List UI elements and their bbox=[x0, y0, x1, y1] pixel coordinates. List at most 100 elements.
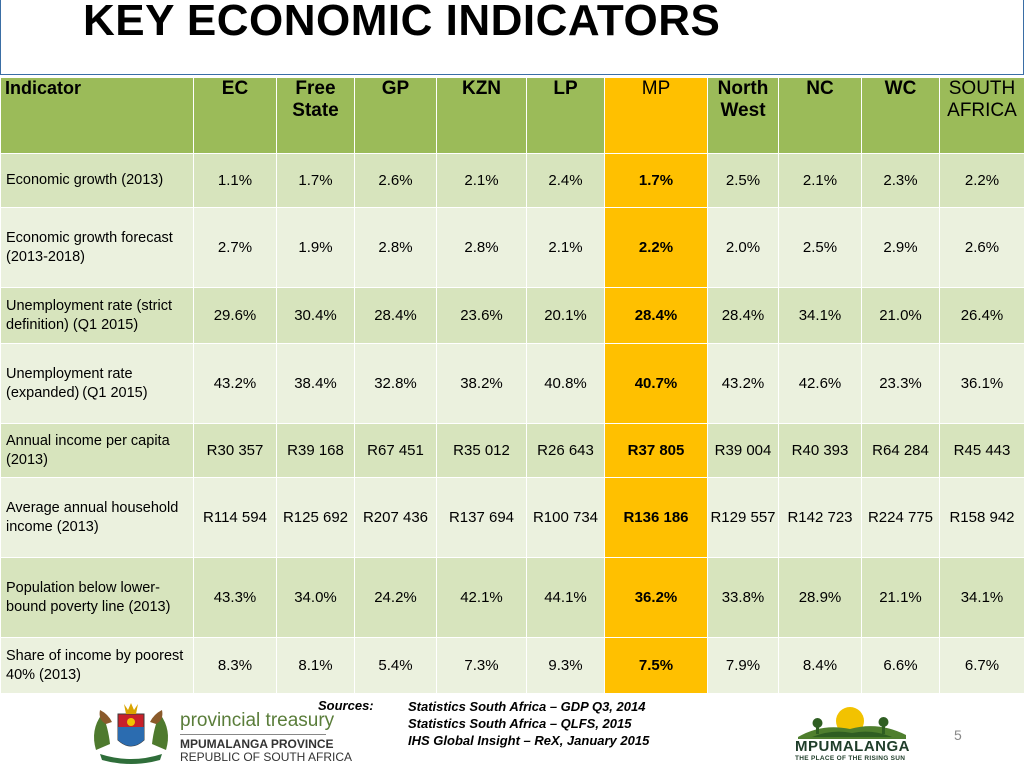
table-row: Economic growth (2013) 1.1% 1.7% 2.6% 2.1% 2.… bbox=[0, 153, 1024, 208]
table-cell: 8.4% bbox=[778, 637, 862, 694]
header-column: SOUTH AFRICA bbox=[939, 77, 1024, 154]
table-cell: 20.1% bbox=[526, 287, 605, 344]
table-cell: 34.1% bbox=[939, 557, 1024, 638]
row-label: Annual income per capita (2013) bbox=[0, 423, 194, 478]
row-label: Unemployment rate (strict definition) (Q… bbox=[0, 287, 194, 344]
table-cell: 2.1% bbox=[526, 207, 605, 288]
mpumalanga-wordmark: MPUMALANGA bbox=[795, 738, 910, 755]
table-cell: R39 168 bbox=[276, 423, 355, 478]
table-cell: R40 393 bbox=[778, 423, 862, 478]
table-cell: 6.6% bbox=[861, 637, 940, 694]
table-cell: 23.6% bbox=[436, 287, 527, 344]
header-column-label: West bbox=[720, 100, 766, 121]
table-cell: 7.9% bbox=[707, 637, 779, 694]
header-column: GP bbox=[354, 77, 437, 154]
table-cell: R26 643 bbox=[526, 423, 605, 478]
table-cell: R114 594 bbox=[193, 477, 277, 558]
row-label: Population below lower-bound poverty lin… bbox=[0, 557, 194, 638]
table-cell: 2.5% bbox=[707, 153, 779, 208]
table-cell: R129 557 bbox=[707, 477, 779, 558]
table-cell: 2.3% bbox=[861, 153, 940, 208]
table-row: Average annual household income (2013) R1… bbox=[0, 477, 1024, 558]
table-cell: 21.1% bbox=[861, 557, 940, 638]
page-title: KEY ECONOMIC INDICATORS bbox=[83, 0, 721, 45]
table-cell: R45 443 bbox=[939, 423, 1024, 478]
table-cell: 2.1% bbox=[436, 153, 527, 208]
header-column-label: NC bbox=[806, 78, 834, 99]
treasury-province: MPUMALANGA PROVINCE bbox=[180, 737, 334, 751]
table-row: Economic growth forecast (2013-2018) 2.7%… bbox=[0, 207, 1024, 288]
rising-sun-icon bbox=[798, 707, 906, 739]
table-cell: 2.5% bbox=[778, 207, 862, 288]
table-cell: 42.6% bbox=[778, 343, 862, 424]
table-cell: 1.7% bbox=[276, 153, 355, 208]
row-label: Share of income by poorest 40% (2013) bbox=[0, 637, 194, 694]
header-column-label: State bbox=[292, 100, 339, 121]
row-label: Economic growth (2013) bbox=[0, 153, 194, 208]
table-cell: 2.7% bbox=[193, 207, 277, 288]
table-cell: R35 012 bbox=[436, 423, 527, 478]
table-cell: R207 436 bbox=[354, 477, 437, 558]
header-column-label: GP bbox=[381, 78, 410, 99]
treasury-divider bbox=[180, 734, 326, 735]
header-column: EC bbox=[193, 77, 277, 154]
page-number: 5 bbox=[954, 727, 962, 743]
row-label: Economic growth forecast (2013-2018) bbox=[0, 207, 194, 288]
table-cell: R30 357 bbox=[193, 423, 277, 478]
table-cell: 28.4% bbox=[354, 287, 437, 344]
table-row: Unemployment rate (strict definition) (Q… bbox=[0, 287, 1024, 344]
table-cell: 2.8% bbox=[436, 207, 527, 288]
table-cell: 30.4% bbox=[276, 287, 355, 344]
table-cell: 2.0% bbox=[707, 207, 779, 288]
row-label: Average annual household income (2013) bbox=[0, 477, 194, 558]
header-indicator: Indicator bbox=[0, 77, 194, 154]
table-cell: 43.3% bbox=[193, 557, 277, 638]
table-cell: 8.3% bbox=[193, 637, 277, 694]
header-column-label: SOUTH bbox=[948, 78, 1016, 99]
treasury-text: provincial treasury MPUMALANGA PROVINCE … bbox=[180, 710, 352, 764]
table-cell: 26.4% bbox=[939, 287, 1024, 344]
header-column: North West bbox=[707, 77, 779, 154]
table-cell: 28.9% bbox=[778, 557, 862, 638]
table-row: Annual income per capita (2013) R30 357 R3… bbox=[0, 423, 1024, 478]
header-column-label: WC bbox=[884, 78, 917, 99]
table-cell: 2.4% bbox=[526, 153, 605, 208]
table-cell: 42.1% bbox=[436, 557, 527, 638]
table-cell: 2.2% bbox=[939, 153, 1024, 208]
header-column-label: EC bbox=[221, 78, 249, 99]
table-cell: 1.7% bbox=[604, 153, 708, 208]
table-cell: 43.2% bbox=[193, 343, 277, 424]
table-cell: 33.8% bbox=[707, 557, 779, 638]
table-cell: 32.8% bbox=[354, 343, 437, 424]
table-cell: 2.9% bbox=[861, 207, 940, 288]
treasury-country: REPUBLIC OF SOUTH AFRICA bbox=[180, 750, 353, 764]
header-column: MP bbox=[604, 77, 708, 154]
source-item: Statistics South Africa – QLFS, 2015 bbox=[408, 716, 632, 731]
table-cell: R136 186 bbox=[604, 477, 708, 558]
sources-label: Sources: bbox=[318, 698, 374, 713]
header-column: WC bbox=[861, 77, 940, 154]
table-cell: 9.3% bbox=[526, 637, 605, 694]
table-cell: 36.1% bbox=[939, 343, 1024, 424]
table-cell: 5.4% bbox=[354, 637, 437, 694]
table-cell: 2.8% bbox=[354, 207, 437, 288]
table-cell: 40.8% bbox=[526, 343, 605, 424]
table-cell: 34.1% bbox=[778, 287, 862, 344]
table-cell: 2.2% bbox=[604, 207, 708, 288]
table-cell: 2.6% bbox=[939, 207, 1024, 288]
table-cell: 2.6% bbox=[354, 153, 437, 208]
table-cell: 7.5% bbox=[604, 637, 708, 694]
table-cell: R224 775 bbox=[861, 477, 940, 558]
table-cell: R100 734 bbox=[526, 477, 605, 558]
table-cell: 23.3% bbox=[861, 343, 940, 424]
header-column-label: KZN bbox=[461, 78, 502, 99]
provincial-treasury-logo: provincial treasury MPUMALANGA PROVINCE … bbox=[88, 700, 388, 766]
header-column-label: Free bbox=[295, 78, 336, 99]
table-cell: R142 723 bbox=[778, 477, 862, 558]
indicators-table: Indicator EC Free State GP KZN LP MP North West N… bbox=[0, 77, 1024, 694]
mpumalanga-logo: MPUMALANGA THE PLACE OF THE RISING SUN bbox=[792, 703, 912, 765]
table-row: Unemployment rate (expanded) (Q1 2015) 43… bbox=[0, 343, 1024, 424]
table-cell: R125 692 bbox=[276, 477, 355, 558]
header-column: NC bbox=[778, 77, 862, 154]
table-cell: 28.4% bbox=[604, 287, 708, 344]
